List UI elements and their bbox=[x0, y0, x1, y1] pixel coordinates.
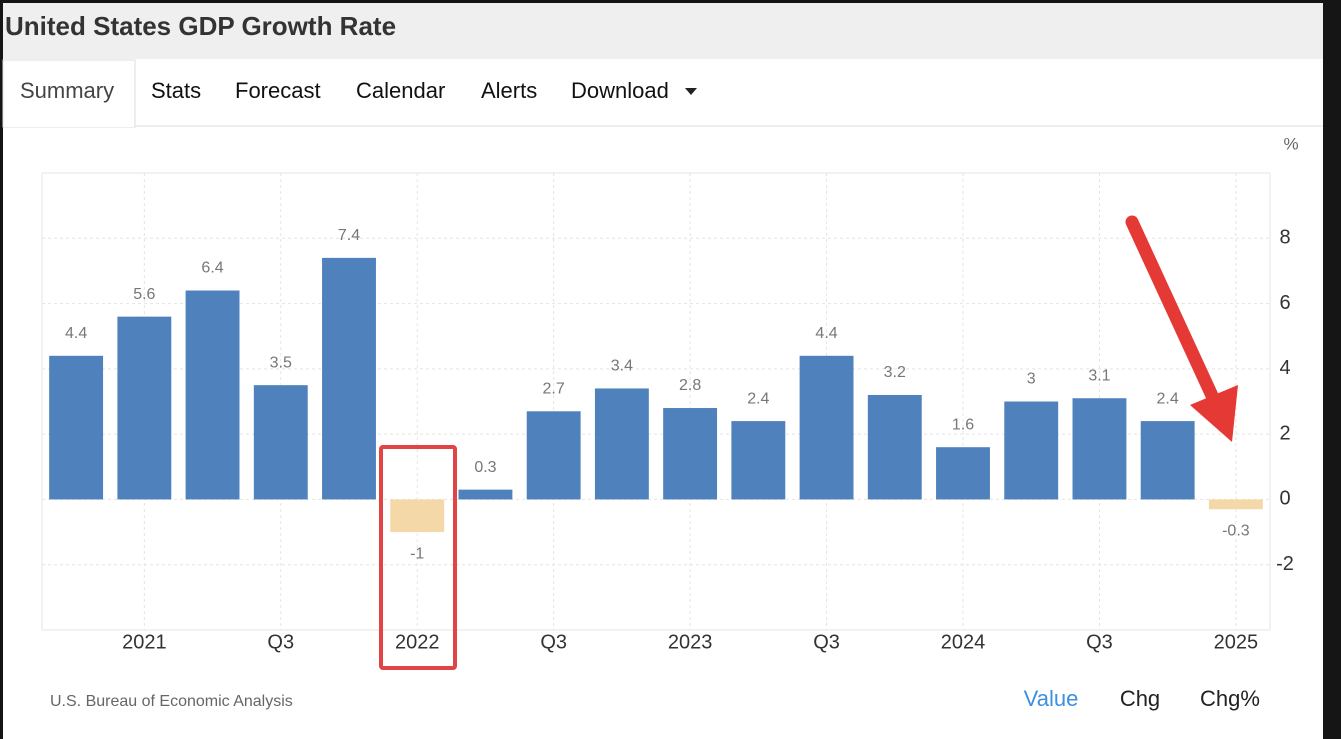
value-label: 4.4 bbox=[65, 325, 87, 342]
x-tick-label: Q3 bbox=[1086, 631, 1113, 653]
value-label: 1.6 bbox=[952, 416, 974, 433]
bar bbox=[117, 316, 172, 500]
y-tick-label: 2 bbox=[1279, 422, 1290, 444]
arrow-head bbox=[1190, 385, 1238, 442]
tab[interactable]: Alerts bbox=[481, 78, 537, 103]
bar bbox=[936, 447, 990, 500]
chart: % -2 0 2 4 6 8 4.4 2021 5.6 6.4 Q3 3.5 7.4 2022 -1 0.3 Q3… bbox=[41, 134, 1299, 653]
value-label: 3.1 bbox=[1088, 367, 1110, 384]
value-label: 2.7 bbox=[543, 381, 565, 398]
value-label: 4.4 bbox=[815, 325, 837, 342]
tab[interactable]: Download bbox=[571, 78, 669, 103]
bar bbox=[322, 257, 376, 500]
view-button[interactable]: Chg% bbox=[1200, 686, 1260, 711]
value-label: 6.4 bbox=[201, 260, 223, 277]
bar bbox=[594, 388, 649, 500]
x-tick-label: Q3 bbox=[267, 631, 294, 653]
bar bbox=[526, 411, 581, 500]
source: U.S. Bureau of Economic Analysis bbox=[50, 693, 293, 710]
y-tick-label: 0 bbox=[1279, 488, 1290, 510]
tab[interactable]: Stats bbox=[151, 78, 201, 103]
bar bbox=[1140, 421, 1195, 500]
bar bbox=[867, 394, 922, 500]
bar bbox=[390, 499, 445, 533]
value-label: -0.3 bbox=[1222, 522, 1250, 539]
x-tick-label: Q3 bbox=[813, 631, 840, 653]
y-tick-label: -2 bbox=[1276, 553, 1294, 575]
header-bar bbox=[3, 3, 1323, 59]
caret bbox=[685, 88, 697, 95]
value-label: 5.6 bbox=[133, 286, 155, 303]
x-tick-label: 2022 bbox=[395, 631, 440, 653]
x-tick-label: Q3 bbox=[540, 631, 567, 653]
value-label: 3.4 bbox=[611, 358, 633, 375]
value-label: 2.4 bbox=[1157, 390, 1179, 407]
value-label: 3.5 bbox=[270, 354, 292, 371]
highlight-box bbox=[379, 445, 457, 670]
value-label: 2.4 bbox=[747, 390, 769, 407]
bar bbox=[253, 385, 308, 500]
x-tick-label: 2025 bbox=[1214, 631, 1259, 653]
bar bbox=[185, 290, 240, 500]
bar bbox=[1072, 398, 1127, 500]
y-tick-label: 6 bbox=[1279, 292, 1290, 314]
arrow-shaft bbox=[1125, 215, 1221, 407]
plot-border bbox=[41, 172, 1271, 631]
tab[interactable]: Forecast bbox=[235, 78, 321, 103]
bar bbox=[458, 489, 513, 500]
y-tick-label: 8 bbox=[1279, 227, 1290, 249]
value-label: -1 bbox=[410, 545, 424, 562]
view-button[interactable]: Chg bbox=[1120, 686, 1160, 711]
x-tick-label: 2024 bbox=[941, 631, 986, 653]
value-label: 0.3 bbox=[474, 459, 496, 476]
bar bbox=[663, 408, 718, 500]
bar bbox=[1004, 401, 1059, 500]
view-button[interactable]: Value bbox=[1024, 686, 1079, 711]
unit-label: % bbox=[1283, 134, 1298, 153]
bar bbox=[1208, 499, 1263, 510]
bar bbox=[731, 421, 786, 500]
value-label: 3.2 bbox=[884, 364, 906, 381]
bar bbox=[49, 355, 104, 500]
value-label: 3 bbox=[1027, 371, 1036, 388]
tab[interactable]: Summary bbox=[20, 78, 114, 103]
tab[interactable]: Calendar bbox=[356, 78, 445, 103]
value-label: 2.8 bbox=[679, 377, 701, 394]
x-tick-label: 2023 bbox=[668, 631, 713, 653]
x-tick-label: 2021 bbox=[122, 631, 167, 653]
value-label: 7.4 bbox=[338, 227, 360, 244]
y-tick-label: 4 bbox=[1279, 357, 1290, 379]
page-title: United States GDP Growth Rate bbox=[5, 11, 396, 41]
bar bbox=[799, 355, 854, 500]
